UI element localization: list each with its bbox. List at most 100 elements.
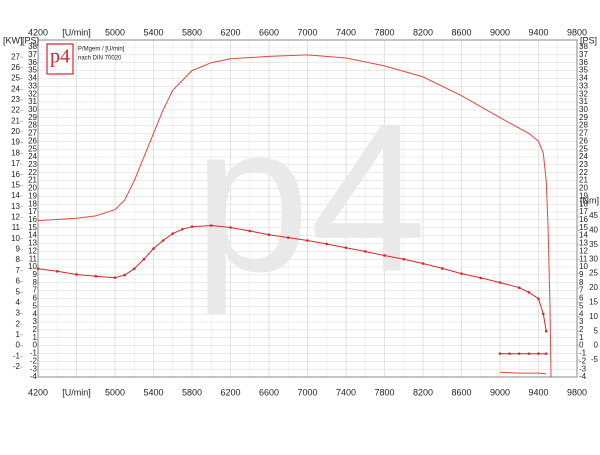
y3-tick-label: 26 xyxy=(11,63,20,72)
point xyxy=(171,232,175,235)
y-tick-label: 0 xyxy=(33,341,38,350)
y-tick-label: 6 xyxy=(33,294,38,303)
point xyxy=(132,267,136,271)
y-tick-label-right: 23 xyxy=(579,160,588,169)
x-tick-label: 7400 xyxy=(336,27,356,37)
y-tick-label-right: 28 xyxy=(579,121,588,130)
y3-tick-label: 8 xyxy=(16,255,21,264)
y-tick-label-right: 17 xyxy=(579,207,588,216)
y-tick-label: 2 xyxy=(33,325,38,334)
y3-unit: [KW] xyxy=(3,35,23,45)
y3-tick-label: 24 xyxy=(11,84,20,93)
y-tick-label-right: 32 xyxy=(579,89,588,98)
y-tick-label: 7 xyxy=(33,286,38,295)
y-tick-label: 14 xyxy=(28,231,37,240)
y-tick-label-right: 27 xyxy=(579,129,588,138)
y3-tick-label: 16 xyxy=(11,170,20,179)
y-tick-label: 22 xyxy=(28,168,37,177)
x-tick-label: 7000 xyxy=(297,27,317,37)
y-tick-label-right: -1 xyxy=(579,349,587,358)
y-tick-label: 35 xyxy=(28,66,37,75)
y-tick-label: 11 xyxy=(29,254,38,263)
point xyxy=(542,312,545,316)
x-tick-label: 7000 xyxy=(297,387,317,397)
x-tick-label: [U/min] xyxy=(62,27,91,37)
y-tick-label-right: 37 xyxy=(579,50,588,59)
y2-tick-label: 15 xyxy=(589,298,598,307)
y3-tick-label: 20 xyxy=(11,127,20,136)
x-tick-label: [U/min] xyxy=(62,387,91,397)
y3-tick-label: 1 xyxy=(16,330,21,339)
point xyxy=(306,239,309,242)
point xyxy=(508,352,511,355)
y-tick-label: 8 xyxy=(33,278,38,287)
y-tick-label-right: 21 xyxy=(579,176,588,185)
y-tick-label-right: 25 xyxy=(579,144,588,153)
y3-tick-label: 21 xyxy=(11,116,20,125)
point xyxy=(363,250,367,253)
point xyxy=(190,225,194,228)
y-tick-label-right: 9 xyxy=(579,270,584,279)
y-tick-label-right: 4 xyxy=(579,309,584,318)
point xyxy=(75,273,78,276)
y-tick-label-right: 12 xyxy=(579,246,588,255)
y-tick-label: 10 xyxy=(28,262,37,271)
x-tick-label: 6600 xyxy=(259,27,279,37)
y-tick-label: 27 xyxy=(28,129,37,138)
point xyxy=(142,257,146,261)
y-unit-right: [PS] xyxy=(580,35,597,45)
y-tick-label-right: 11 xyxy=(579,254,588,263)
y-tick-label-right: 8 xyxy=(579,278,584,287)
y-tick-label: 36 xyxy=(28,58,37,67)
y3-tick-label: 2 xyxy=(16,319,21,328)
point xyxy=(286,236,290,239)
y-tick-label-right: 38 xyxy=(579,42,588,51)
x-tick-label: 8600 xyxy=(451,387,471,397)
y3-tick-label: 7 xyxy=(16,266,21,275)
y-tick-label: 5 xyxy=(33,301,38,310)
x-tick-label: 4200 xyxy=(28,27,48,37)
logo: p4 xyxy=(50,46,70,68)
y-tick-label-right: 24 xyxy=(579,152,588,161)
y-tick-label: 37 xyxy=(28,50,37,59)
x-tick-label: 5000 xyxy=(105,387,125,397)
y-tick-label: 12 xyxy=(28,246,37,255)
point xyxy=(537,297,540,300)
y-tick-label: 17 xyxy=(28,207,37,216)
point xyxy=(209,224,213,227)
y-tick-label: 3 xyxy=(33,317,38,326)
point xyxy=(544,352,548,355)
y-tick-label: 19 xyxy=(28,191,37,200)
point xyxy=(123,273,126,277)
y-tick-label-right: 1 xyxy=(579,333,584,342)
point xyxy=(460,272,463,275)
annotation: nach DIN 70020 xyxy=(78,56,122,62)
y3-tick-label: 14 xyxy=(11,191,20,200)
y-tick-label-right: 26 xyxy=(579,136,588,145)
x-tick-label: 5000 xyxy=(105,27,125,37)
y3-tick-label: 27 xyxy=(11,52,20,61)
point xyxy=(544,329,548,333)
x-tick-label: 7400 xyxy=(336,387,356,397)
x-tick-label: 9400 xyxy=(528,27,548,37)
y3-tick-label: 9 xyxy=(16,245,21,254)
y-tick-label: 32 xyxy=(28,89,37,98)
y-tick-label-right: 3 xyxy=(579,317,584,326)
y-tick-label: -2 xyxy=(30,356,38,365)
y3-tick-label: 18 xyxy=(11,148,20,157)
y2-tick-label: 20 xyxy=(589,283,598,292)
y-tick-label: 28 xyxy=(28,121,37,130)
point xyxy=(498,352,502,355)
y-tick-label: 9 xyxy=(33,270,38,279)
y-tick-label: 33 xyxy=(28,81,37,90)
point xyxy=(94,274,98,278)
y-tick-label: 18 xyxy=(28,199,37,208)
y-tick-label: 31 xyxy=(28,97,37,106)
y-tick-label: 16 xyxy=(28,215,37,224)
y3-tick-label: 25 xyxy=(11,74,20,83)
point xyxy=(537,352,540,355)
y2-tick-label: 45 xyxy=(589,211,598,220)
y-tick-label-right: 36 xyxy=(579,58,588,67)
annotation: P/Mgem / [U/min] xyxy=(78,47,125,53)
y-tick-label: 26 xyxy=(28,136,37,145)
